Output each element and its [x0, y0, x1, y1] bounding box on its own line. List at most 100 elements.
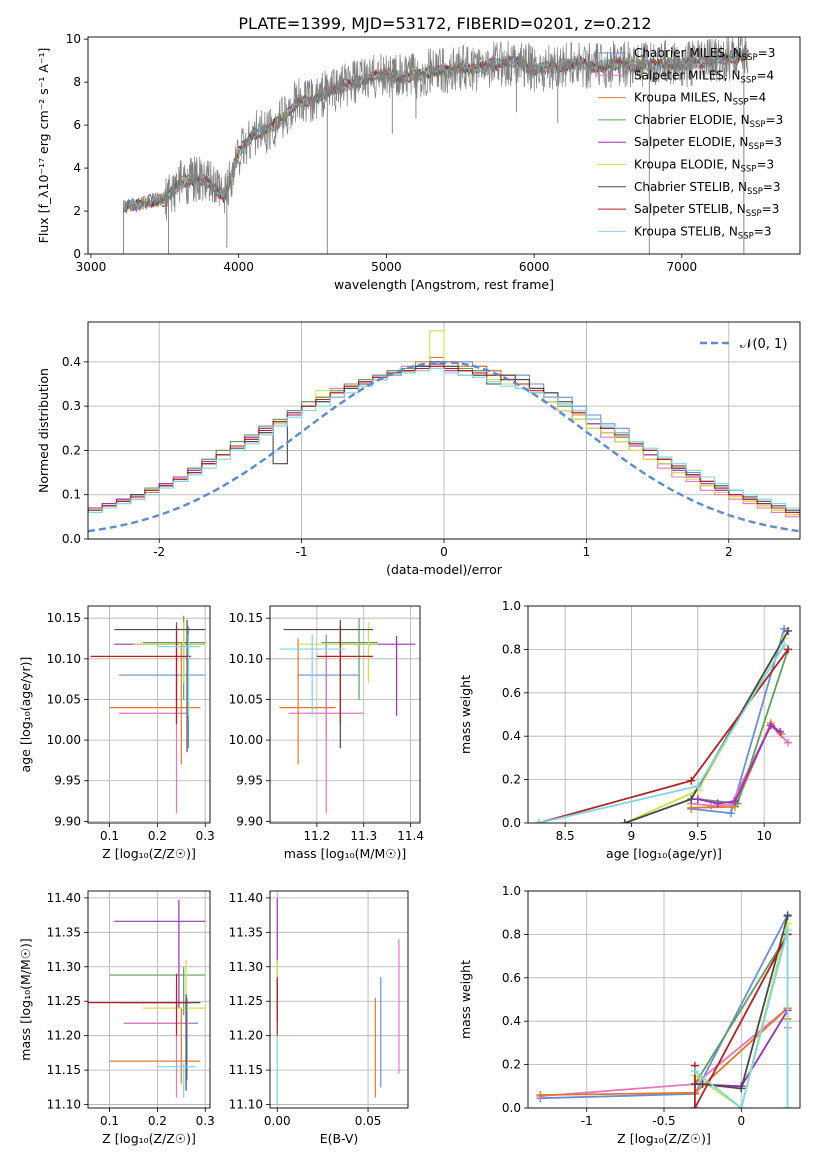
x-axis-label: (data-model)/error [386, 562, 503, 577]
x-tick-label: 6000 [519, 260, 550, 274]
weight-line [624, 630, 789, 823]
axes-mass_weight_vs_Z: -1 -0.5 0 0.0 0.2 0.4 0.6 0.8 1.0 Z [log₁₀(Z/Z☉)]… [458, 884, 800, 1146]
legend-text: Kroupa ELODIE, N [634, 158, 741, 172]
weight-line [624, 638, 785, 823]
legend-label: Salpeter STELIB, NSSP=3 [634, 202, 779, 219]
plot-frame-age_vs_Z [87, 605, 211, 824]
x-tick-label: 9.5 [688, 829, 707, 843]
y-tick-label: 1.0 [502, 599, 521, 613]
legend-text: Chabrier MILES, N [634, 46, 742, 60]
y-tick-label: 10.10 [229, 652, 263, 666]
y-tick-label: 0.4 [62, 355, 81, 369]
y-tick-label: 11.40 [229, 891, 263, 905]
x-tick-label: 7000 [667, 260, 698, 274]
y-tick-label: 0.8 [502, 927, 521, 941]
errorbars-age_vs_mass [279, 618, 416, 814]
histogram-step-line [88, 356, 800, 518]
y-tick-label: 0.2 [62, 443, 81, 457]
y-tick-label: 0.3 [62, 399, 81, 413]
y-tick-label: 0.0 [502, 816, 521, 830]
weights-mass_weight_vs_Z [536, 910, 792, 1108]
legend-text: Salpeter STELIB, N [634, 202, 746, 216]
legend-label: Kroupa MILES, NSSP=4 [634, 91, 766, 108]
errorbars-age_vs_Z [90, 615, 206, 814]
axes-mass_vs_Z: 0.1 0.2 0.3 11.10 11.15 11.20 11.25 11.30 11.35 1… [18, 891, 215, 1146]
axes-spectrum: 3000 4000 5000 6000 7000 0 2 4 6 8 10 wavelength [A… [36, 32, 697, 292]
x-tick-label: -1 [581, 1114, 593, 1128]
histogram-step-line [88, 330, 800, 518]
x-tick-label: 0.1 [100, 1114, 119, 1128]
legend-text: Kroupa STELIB, N [634, 224, 738, 238]
histogram-step-line [88, 367, 800, 516]
y-axis-label: age [log₁₀(age/yr)] [18, 657, 33, 773]
data-spectrum-line [123, 37, 749, 221]
y-tick-label: 0.4 [502, 1014, 521, 1028]
x-axis-label: Z [log₁₀(Z/Z☉)] [102, 1131, 196, 1146]
plot-frame-age_vs_mass [269, 605, 421, 824]
histogram-step-line [88, 363, 800, 516]
y-tick-label: 0.4 [502, 729, 521, 743]
legend-text: Salpeter MILES, N [634, 68, 741, 82]
plot-frame-mass_vs_ebv [269, 890, 409, 1109]
x-tick-label: 2 [725, 545, 733, 559]
y-tick-label: 0.0 [502, 1101, 521, 1115]
x-tick-label: 1 [583, 545, 591, 559]
y-tick-label: 10.00 [229, 733, 263, 747]
x-axis-label: Z [log₁₀(Z/Z☉)] [617, 1131, 711, 1146]
legend-text: Kroupa MILES, N [634, 91, 733, 105]
x-axis-label: Z [log₁₀(Z/Z☉)] [102, 846, 196, 861]
legend-suffix: =3 [763, 180, 781, 194]
legend-suffix: =3 [766, 113, 784, 127]
y-tick-label: 11.10 [47, 1098, 81, 1112]
y-tick-label: 11.25 [47, 994, 81, 1008]
legend-subscript: SSP [748, 142, 764, 152]
y-tick-label: 10.05 [47, 692, 81, 706]
legend-suffix: =3 [754, 224, 772, 238]
errorbars-mass_vs_ebv [276, 897, 400, 1105]
spectrum-lines [123, 37, 749, 254]
y-tick-label: 11.20 [47, 1029, 81, 1043]
x-tick-label: 0.2 [148, 829, 167, 843]
x-axis-label: mass [log₁₀(M/M☉)] [284, 846, 406, 861]
legend-label: Salpeter ELODIE, NSSP=3 [634, 135, 782, 152]
x-tick-label: 9 [628, 829, 636, 843]
legend-label: Chabrier STELIB, NSSP=3 [634, 180, 781, 197]
y-tick-label: 9.90 [236, 814, 263, 828]
y-tick-label: 2 [73, 204, 81, 218]
y-tick-label: 11.10 [229, 1098, 263, 1112]
x-tick-label: 11.3 [350, 829, 377, 843]
y-axis-label: mass weight [458, 960, 473, 1039]
histogram-steps [88, 330, 800, 533]
y-tick-label: 9.95 [54, 774, 81, 788]
histogram-step-line [88, 361, 800, 516]
legend-suffix: =4 [756, 68, 774, 82]
x-tick-label: 0 [440, 545, 448, 559]
y-tick-label: 11.15 [229, 1063, 263, 1077]
y-tick-label: 9.95 [236, 774, 263, 788]
legend-suffix: =3 [764, 135, 782, 149]
legend-suffix: =3 [758, 46, 776, 60]
y-tick-label: 11.35 [47, 925, 81, 939]
x-tick-label: 3000 [76, 260, 107, 274]
y-axis-label: mass weight [458, 675, 473, 754]
legend-subscript: SSP [733, 98, 749, 108]
legend-label: Salpeter MILES, NSSP=4 [634, 68, 774, 85]
x-tick-label: 0 [737, 1114, 745, 1128]
plot-frame-residuals [87, 321, 801, 540]
normal-legend: 𝒩(0, 1) [700, 337, 787, 352]
figure-title: PLATE=1399, MJD=53172, FIBERID=0201, z=0… [238, 14, 651, 33]
plot-frame-mass_weight_vs_Z [527, 890, 801, 1109]
plot-frame-mass_vs_Z [87, 890, 211, 1109]
weight-line [694, 933, 789, 1108]
legend-subscript: SSP [747, 187, 763, 197]
y-tick-label: 10.00 [47, 733, 81, 747]
weights-mass_weight_vs_age [534, 624, 793, 823]
y-axis-label: Normed distribution [36, 368, 51, 493]
x-tick-label: 11.4 [397, 829, 424, 843]
x-tick-label: 0.00 [264, 1114, 291, 1128]
x-tick-label: 0.05 [355, 1114, 382, 1128]
weight-line [538, 644, 785, 823]
y-tick-label: 4 [73, 161, 81, 175]
normal-curve [88, 361, 800, 533]
